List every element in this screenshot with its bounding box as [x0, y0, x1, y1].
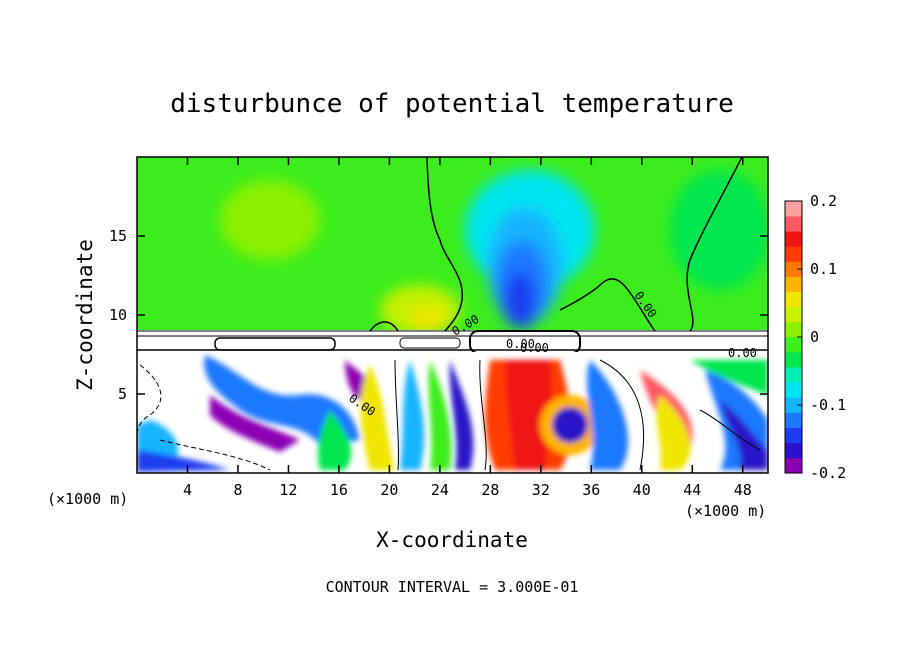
x-tick-label: 32: [532, 481, 550, 499]
band-bubble: [399, 337, 461, 349]
x-unit-left: (×1000 m): [47, 490, 128, 508]
colorbar: 0.2 0.1 0 -0.1 -0.2: [784, 192, 846, 482]
colorbar-swatch: [785, 261, 802, 277]
colorbar-swatch: [785, 397, 802, 413]
x-tick-label: 4: [183, 481, 192, 499]
x-tick-label: 36: [582, 481, 600, 499]
plot-area: 0.00 0.00 0.00 0.00 0.00 0.00: [137, 157, 768, 473]
y-tick-label: 15: [109, 227, 127, 245]
band-bubble: [214, 337, 336, 351]
colorbar-swatch: [785, 427, 802, 444]
colorbar-swatch: [785, 216, 802, 232]
x-tick-label: 16: [330, 481, 348, 499]
contour-label: 0.00: [506, 337, 535, 351]
colorbar-swatch: [785, 382, 802, 398]
x-tick-label: 12: [279, 481, 297, 499]
colorbar-swatch: [785, 306, 802, 323]
upper-field-shading: [220, 170, 768, 335]
contour-label: 0.00: [520, 341, 549, 355]
x-tick-label: 48: [734, 481, 752, 499]
x-axis-label: X-coordinate: [376, 528, 528, 552]
x-tick-label: 44: [683, 481, 701, 499]
x-axis: 4 8 12 16 20 24 28 32 36 40 44 48: [183, 157, 752, 499]
colorbar-swatch: [785, 231, 802, 247]
x-tick-label: 28: [481, 481, 499, 499]
y-tick-label: 10: [109, 306, 127, 324]
chart-title: disturbunce of potential temperature: [170, 89, 734, 119]
x-tick-label: 20: [380, 481, 398, 499]
contour-label: 0.00: [728, 346, 757, 360]
x-tick-label: 40: [633, 481, 651, 499]
y-tick-label: 5: [118, 385, 127, 403]
colorbar-tick-label: -0.2: [810, 464, 846, 482]
contour-lines: [137, 157, 761, 471]
x-tick-label: 8: [233, 481, 242, 499]
lower-field-shading: [137, 355, 768, 472]
contour-interval-note: CONTOUR INTERVAL = 3.000E-01: [326, 578, 579, 596]
colorbar-swatch: [785, 457, 802, 474]
colorbar-swatch: [785, 412, 802, 428]
colorbar-swatch: [785, 367, 802, 383]
colorbar-swatch: [785, 201, 802, 217]
y-axis-label: Z-coordinate: [73, 239, 97, 391]
colorbar-tick-label: 0.1: [810, 260, 837, 278]
colorbar-tick-label: -0.1: [810, 396, 846, 414]
x-unit-right: (×1000 m): [685, 502, 766, 520]
colorbar-swatch: [785, 442, 802, 459]
y-axis: 5 10 15: [109, 227, 768, 403]
colorbar-swatch: [785, 352, 802, 368]
colorbar-swatch: [785, 321, 802, 338]
colorbar-swatch: [785, 246, 802, 262]
colorbar-swatch: [785, 291, 802, 308]
x-tick-label: 24: [431, 481, 449, 499]
colorbar-swatch: [785, 337, 802, 353]
colorbar-tick-label: 0.2: [810, 192, 837, 210]
colorbar-tick-label: 0: [810, 328, 819, 346]
colorbar-swatch: [785, 276, 802, 292]
